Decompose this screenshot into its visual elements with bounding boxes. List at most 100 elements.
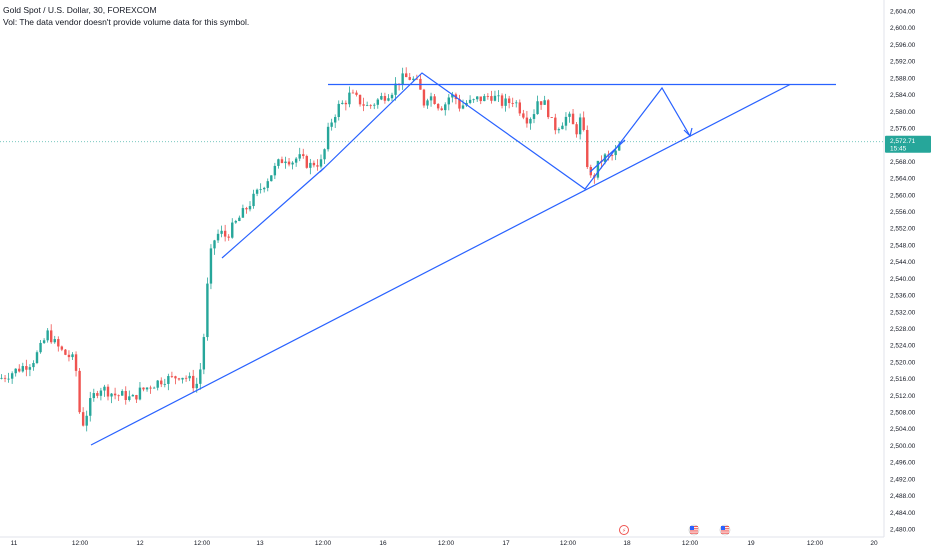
candle-body [149,387,152,389]
price-axis[interactable]: 2,604.00 2,600.00 2,596.00 2,592.00 2,588.00… [883,0,932,550]
candle-body [152,387,156,389]
candle-body [525,117,529,124]
candle-body [263,187,266,190]
flash-event-glyph: ⚡ [622,528,626,535]
y-tick-label: 2,500.00 [890,443,916,450]
candle-body [223,230,227,237]
y-tick-label: 2,592.00 [890,59,916,66]
candle-body [273,165,277,176]
candle-body [238,217,241,222]
candle-body [163,383,166,385]
candle-body [486,96,490,97]
y-tick-label: 2,580.00 [890,109,916,116]
candle-body [106,386,110,397]
candle-body [479,96,482,102]
candle-body [81,412,85,426]
candle-body [0,377,3,379]
candle-body [529,118,532,124]
event-markers[interactable]: ⚡ [619,524,731,536]
candle-body [103,386,106,391]
trend-drawings[interactable] [90,72,836,446]
candle-body [309,162,312,168]
candle-body [493,95,497,101]
candle-body [522,113,525,118]
candle-body [380,96,383,100]
candle-body [344,102,348,105]
candle-body [500,95,504,106]
y-tick-label: 2,600.00 [890,25,916,32]
candle-body [351,92,355,94]
candle-body [490,96,493,101]
candle-body [294,158,298,163]
candle-body [121,391,124,396]
candle-body [14,368,17,374]
candle-body [167,376,170,384]
candle-body [32,363,35,368]
candle-body [337,103,340,118]
last-price-value: 2,572.71 [890,138,916,145]
candle-body [35,352,39,364]
candle-body [184,377,188,379]
candle-body [135,395,138,400]
y-tick-label: 2,536.00 [890,293,916,300]
x-tick-label: 11 [11,540,18,547]
candle-body [557,129,561,131]
x-tick-label: 16 [379,540,387,547]
candle-body [241,208,245,218]
candle-body [596,160,600,178]
candle-body [483,96,486,102]
candle-body [259,189,262,191]
candle-body [195,383,198,389]
candle-body [390,94,394,99]
candle-body [128,396,131,400]
candle-body [440,108,443,111]
candle-body [539,101,543,105]
candle-body [472,99,475,101]
candle-body [319,159,323,167]
symbol-title: Gold Spot / U.S. Dollar, 30, FOREXCOM [3,5,157,15]
candle-body [376,99,379,105]
x-tick-label: 12:00 [807,540,824,547]
candle-body [511,103,514,104]
candle-body [10,373,14,379]
candle-body [568,113,571,117]
candle-body [206,283,209,338]
candle-body [85,415,88,426]
candle-body [468,99,472,103]
candle-body [71,354,74,358]
candle-body [181,377,184,380]
y-tick-label: 2,504.00 [890,426,916,433]
y-tick-label: 2,524.00 [890,343,916,350]
candle-body [334,117,337,123]
y-tick-label: 2,532.00 [890,309,916,316]
y-tick-label: 2,484.00 [890,510,916,517]
candle-body [28,367,32,370]
time-axis[interactable]: 11 12:00 12 12:00 13 12:00 16 12:00 17 12:00 18 12:… [0,536,884,547]
candle-body [554,117,557,131]
candle-body [174,376,177,379]
us-flag-canton [690,526,694,530]
candle-body [78,370,81,413]
candle-body [355,92,358,95]
y-tick-label: 2,552.00 [890,226,916,233]
candle-body [64,349,67,355]
candle-body [582,117,585,130]
candle-body [497,95,500,97]
y-tick-label: 2,488.00 [890,493,916,500]
candle-body [515,102,518,104]
candle-body [266,181,269,188]
candle-body [365,105,369,107]
y-tick-label: 2,480.00 [890,527,916,534]
bar-countdown: 15:45 [890,146,907,153]
candle-body [373,104,376,106]
y-tick-label: 2,520.00 [890,359,916,366]
candle-body [408,77,411,80]
candle-body [234,221,237,223]
candle-body [504,98,507,106]
price-axis-bg [884,0,932,550]
last-price-badge-bg [885,135,931,153]
volume-note: Vol: The data vendor doesn't provide vol… [3,17,250,27]
candle-body [323,149,326,160]
candle-body [287,161,291,165]
